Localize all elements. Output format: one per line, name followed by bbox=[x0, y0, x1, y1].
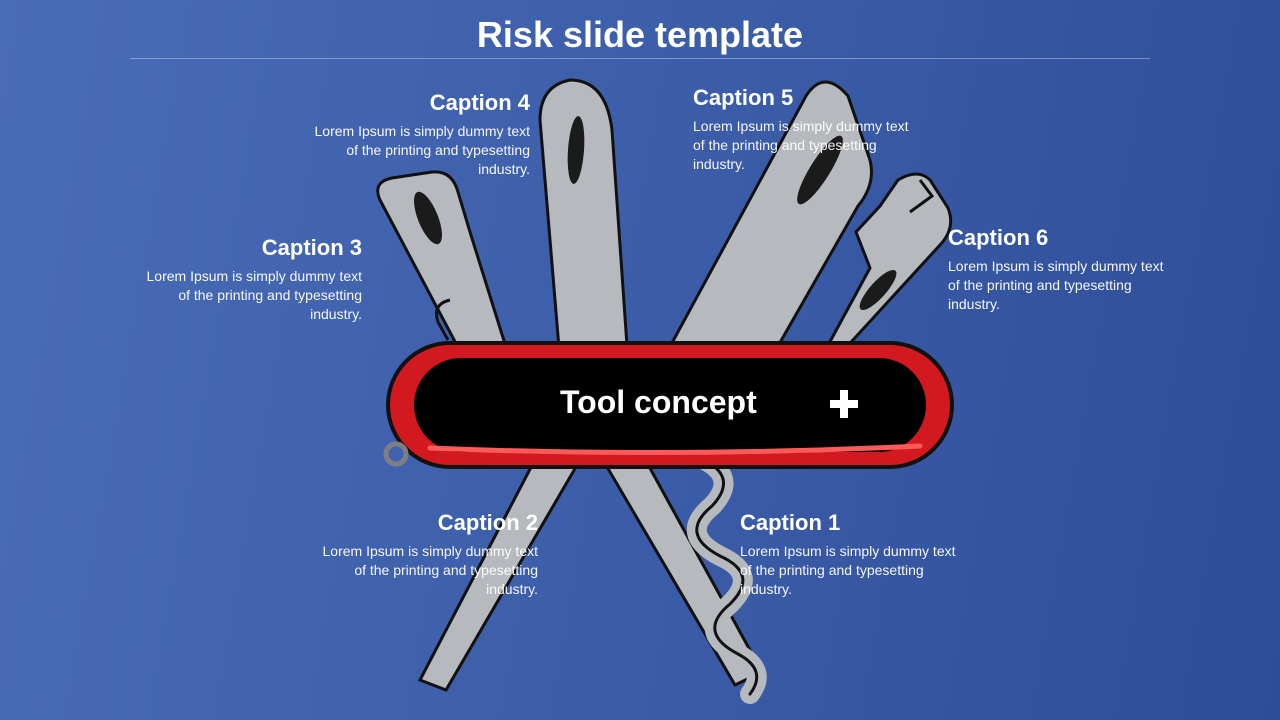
knife-illustration bbox=[0, 0, 1280, 720]
caption-5-body: Lorem Ipsum is simply dummy text of the … bbox=[693, 117, 923, 174]
caption-6-title: Caption 6 bbox=[948, 225, 1178, 251]
blade-small-knife bbox=[540, 80, 628, 360]
caption-1-title: Caption 1 bbox=[740, 510, 970, 536]
caption-3-body: Lorem Ipsum is simply dummy text of the … bbox=[132, 267, 362, 324]
caption-1-body: Lorem Ipsum is simply dummy text of the … bbox=[740, 542, 970, 599]
handle-label: Tool concept bbox=[560, 384, 757, 421]
blade-opener-left bbox=[378, 172, 510, 370]
plus-icon bbox=[830, 390, 858, 418]
caption-1: Caption 1 Lorem Ipsum is simply dummy te… bbox=[740, 510, 970, 599]
slide: Risk slide template bbox=[0, 0, 1280, 720]
caption-4-title: Caption 4 bbox=[300, 90, 530, 116]
caption-5-title: Caption 5 bbox=[693, 85, 923, 111]
caption-2-body: Lorem Ipsum is simply dummy text of the … bbox=[308, 542, 538, 599]
caption-5: Caption 5 Lorem Ipsum is simply dummy te… bbox=[693, 85, 923, 174]
caption-4-body: Lorem Ipsum is simply dummy text of the … bbox=[300, 122, 530, 179]
caption-4: Caption 4 Lorem Ipsum is simply dummy te… bbox=[300, 90, 530, 179]
caption-6: Caption 6 Lorem Ipsum is simply dummy te… bbox=[948, 225, 1178, 314]
caption-3: Caption 3 Lorem Ipsum is simply dummy te… bbox=[132, 235, 362, 324]
caption-2: Caption 2 Lorem Ipsum is simply dummy te… bbox=[308, 510, 538, 599]
caption-6-body: Lorem Ipsum is simply dummy text of the … bbox=[948, 257, 1178, 314]
caption-3-title: Caption 3 bbox=[132, 235, 362, 261]
caption-2-title: Caption 2 bbox=[308, 510, 538, 536]
